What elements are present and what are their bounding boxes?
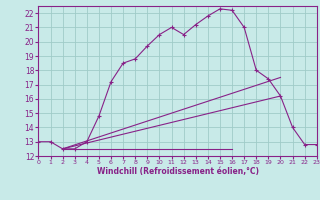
X-axis label: Windchill (Refroidissement éolien,°C): Windchill (Refroidissement éolien,°C): [97, 167, 259, 176]
